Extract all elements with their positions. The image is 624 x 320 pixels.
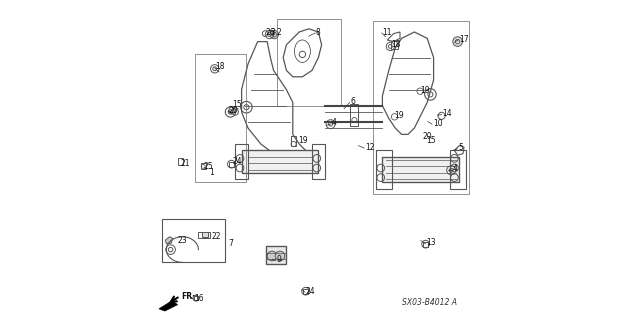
Text: 14: 14 bbox=[442, 109, 452, 118]
Text: 10: 10 bbox=[433, 119, 442, 128]
Bar bbox=[303, 289, 308, 294]
Bar bbox=[266, 246, 286, 264]
Text: 4: 4 bbox=[332, 118, 337, 127]
Polygon shape bbox=[159, 298, 178, 311]
Text: 19: 19 bbox=[420, 86, 429, 95]
Bar bbox=[383, 157, 459, 182]
Bar bbox=[229, 162, 234, 167]
Bar bbox=[193, 296, 198, 300]
Text: 1: 1 bbox=[209, 168, 213, 177]
Text: 15: 15 bbox=[426, 136, 436, 145]
Circle shape bbox=[453, 37, 462, 46]
Text: 23: 23 bbox=[178, 236, 187, 245]
Bar bbox=[198, 232, 210, 238]
Bar bbox=[373, 21, 469, 194]
Bar bbox=[202, 232, 208, 237]
Text: 11: 11 bbox=[383, 28, 392, 36]
Text: 21: 21 bbox=[181, 159, 190, 168]
Bar bbox=[241, 150, 318, 173]
Text: SX03-B4012 A: SX03-B4012 A bbox=[402, 298, 457, 307]
Bar bbox=[383, 157, 459, 182]
Text: 18: 18 bbox=[391, 40, 401, 49]
Text: 12: 12 bbox=[366, 143, 375, 152]
Text: FR·: FR· bbox=[181, 292, 195, 301]
Text: 25: 25 bbox=[203, 162, 213, 171]
Text: 6: 6 bbox=[351, 97, 355, 106]
Text: 19: 19 bbox=[298, 136, 308, 145]
Text: 13: 13 bbox=[426, 238, 436, 247]
Text: 5: 5 bbox=[459, 143, 464, 152]
Bar bbox=[423, 242, 428, 247]
Bar bbox=[376, 150, 392, 189]
Bar bbox=[266, 246, 286, 264]
Text: 9: 9 bbox=[276, 255, 281, 264]
Text: 22: 22 bbox=[211, 232, 221, 241]
Text: 18: 18 bbox=[215, 62, 225, 71]
Text: 3: 3 bbox=[270, 28, 275, 36]
Text: 26: 26 bbox=[266, 28, 275, 36]
Bar bbox=[291, 136, 296, 146]
Text: 7: 7 bbox=[228, 239, 233, 248]
Text: 24: 24 bbox=[233, 157, 242, 166]
Text: 4: 4 bbox=[453, 164, 457, 173]
Bar bbox=[162, 219, 225, 262]
Bar bbox=[351, 104, 358, 126]
Bar bbox=[195, 54, 246, 182]
Text: 20: 20 bbox=[422, 132, 432, 140]
Text: 16: 16 bbox=[195, 294, 204, 303]
Bar bbox=[312, 144, 325, 179]
Polygon shape bbox=[165, 237, 173, 244]
Text: 20: 20 bbox=[229, 106, 238, 115]
Text: 24: 24 bbox=[306, 287, 315, 296]
Bar bbox=[277, 19, 341, 106]
Bar bbox=[201, 163, 206, 169]
Text: 19: 19 bbox=[394, 111, 404, 120]
Bar bbox=[241, 150, 318, 173]
Circle shape bbox=[267, 251, 277, 261]
Circle shape bbox=[275, 251, 285, 261]
Bar bbox=[391, 41, 398, 49]
Text: 8: 8 bbox=[316, 28, 321, 36]
Text: 15: 15 bbox=[233, 100, 242, 109]
Bar bbox=[178, 158, 183, 165]
Bar bbox=[235, 144, 248, 179]
Circle shape bbox=[270, 30, 278, 39]
Text: 17: 17 bbox=[459, 35, 469, 44]
Text: 2: 2 bbox=[277, 28, 281, 36]
Bar bbox=[450, 150, 466, 189]
